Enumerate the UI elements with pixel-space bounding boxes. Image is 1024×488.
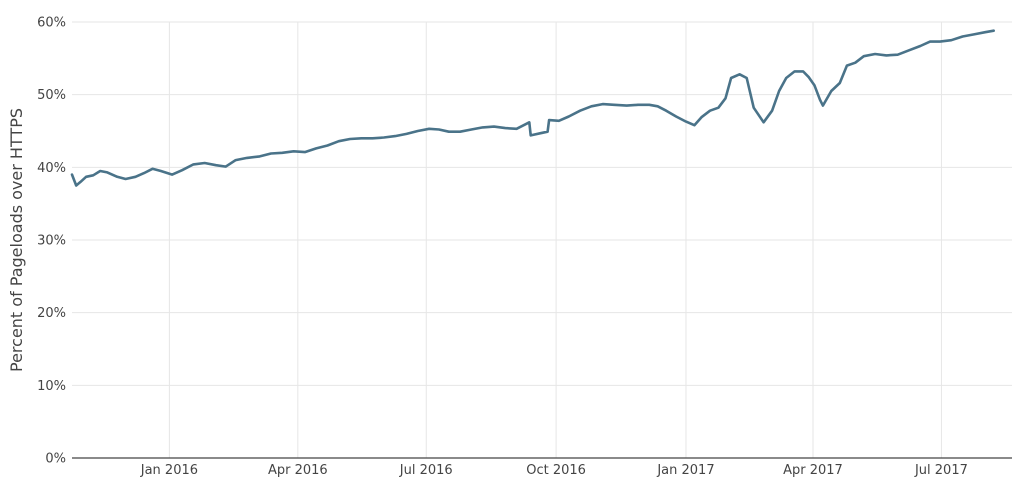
- x-tick-label: Jul 2016: [399, 463, 453, 478]
- grid-lines: [72, 21, 1012, 459]
- y-axis-title: Percent of Pageloads over HTTPS: [7, 108, 26, 372]
- y-tick-label: 40%: [37, 161, 66, 176]
- x-tick-label: Jan 2016: [140, 463, 198, 478]
- series-line: [70, 29, 995, 187]
- x-tick-label: Jul 2017: [914, 463, 968, 478]
- y-tick-label: 60%: [37, 16, 66, 31]
- series-layer: [70, 29, 995, 187]
- x-tick-label: Jan 2017: [656, 463, 714, 478]
- y-tick-label: 0%: [45, 452, 66, 467]
- tick-labels: Jan 2016 Apr 2016 Jul 2016 Oct 2016 Jan 2017…: [37, 16, 968, 479]
- y-tick-label: 30%: [37, 234, 66, 249]
- x-tick-label: Apr 2016: [268, 463, 328, 478]
- x-tick-label: Oct 2016: [526, 463, 586, 478]
- x-tick-label: Apr 2017: [783, 463, 843, 478]
- y-tick-label: 10%: [37, 379, 66, 394]
- y-tick-label: 20%: [37, 306, 66, 321]
- y-tick-label: 50%: [37, 88, 66, 103]
